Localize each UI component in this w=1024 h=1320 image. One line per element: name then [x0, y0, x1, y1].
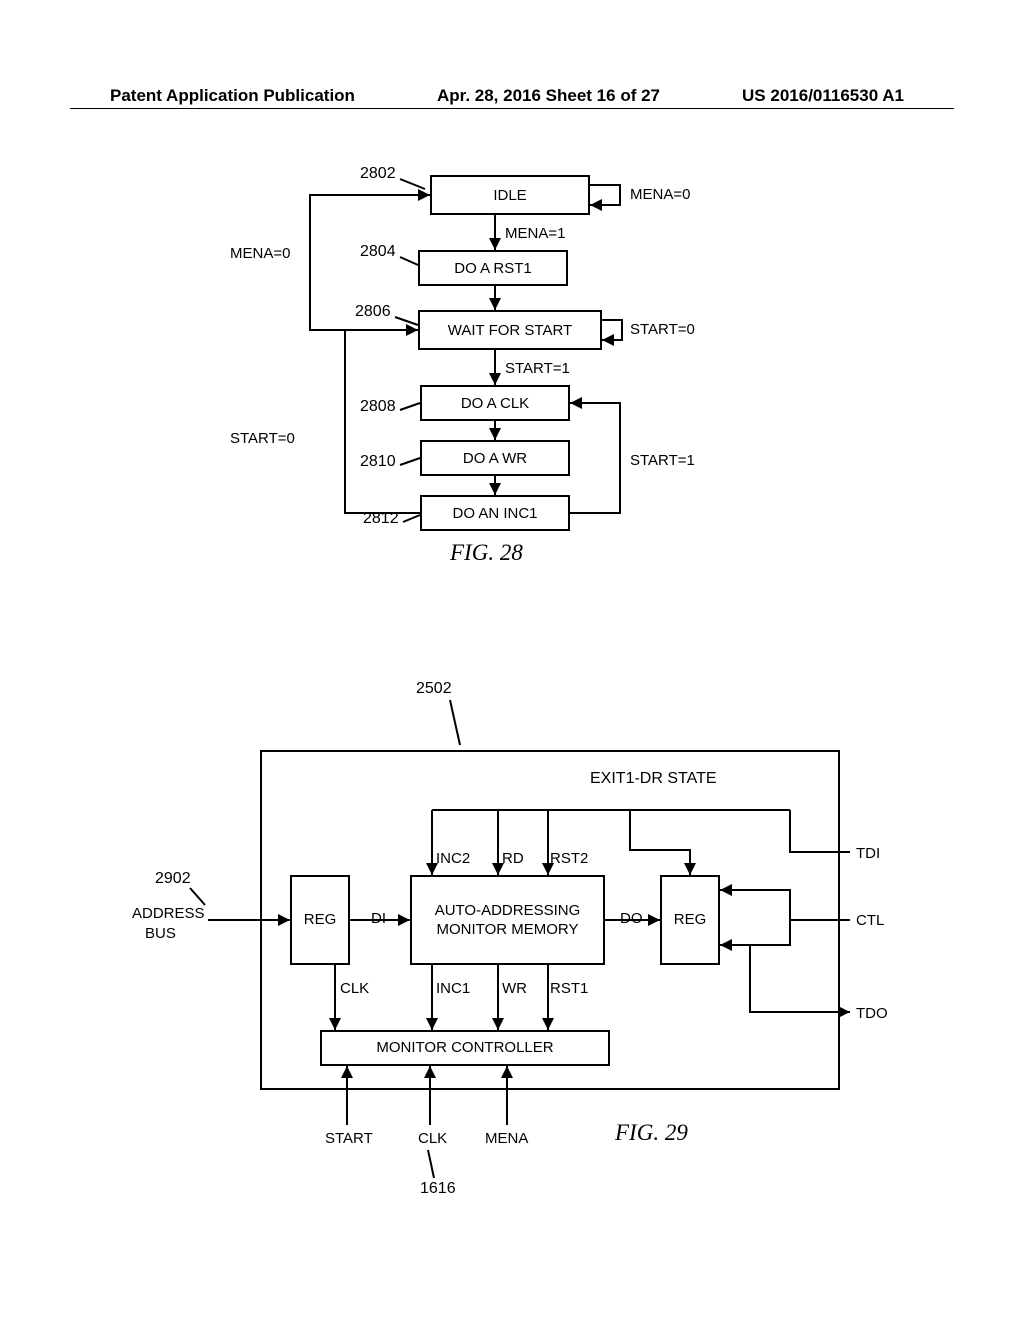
label-rst2: RST2: [550, 850, 588, 867]
figure-29: REG AUTO-ADDRESSING MONITOR MEMORY REG M…: [150, 680, 880, 1220]
label-mena: MENA: [485, 1130, 528, 1147]
label-bus: BUS: [145, 925, 176, 942]
label-start1-mid: START=1: [505, 360, 570, 377]
ref-2806: 2806: [355, 303, 391, 321]
label-address: ADDRESS: [132, 905, 205, 922]
label-start: START: [325, 1130, 373, 1147]
label-rd: RD: [502, 850, 524, 867]
ref-2902: 2902: [155, 870, 191, 888]
label-tdo: TDO: [856, 1005, 888, 1022]
block-memory: AUTO-ADDRESSING MONITOR MEMORY: [410, 875, 605, 965]
label-wr: WR: [502, 980, 527, 997]
label-di: DI: [371, 910, 386, 927]
ref-1616: 1616: [420, 1180, 456, 1198]
label-exit1dr: EXIT1-DR STATE: [590, 770, 717, 788]
label-do: DO: [620, 910, 643, 927]
block-controller: MONITOR CONTROLLER: [320, 1030, 610, 1066]
label-inc1: INC1: [436, 980, 470, 997]
ref-2810: 2810: [360, 453, 396, 471]
ref-2808: 2808: [360, 398, 396, 416]
header-left: Patent Application Publication: [110, 86, 355, 106]
ref-2812: 2812: [363, 510, 399, 528]
label-start0-left: START=0: [230, 430, 295, 447]
header-rule: [70, 108, 954, 109]
label-clk-below: CLK: [340, 980, 369, 997]
state-wait: WAIT FOR START: [418, 310, 602, 350]
fig28-caption: FIG. 28: [450, 540, 523, 566]
label-start1-right: START=1: [630, 452, 695, 469]
label-tdi: TDI: [856, 845, 880, 862]
label-mena0-top: MENA=0: [630, 186, 690, 203]
header-center: Apr. 28, 2016 Sheet 16 of 27: [437, 86, 660, 106]
label-mena1: MENA=1: [505, 225, 565, 242]
state-rst1: DO A RST1: [418, 250, 568, 286]
label-inc2: INC2: [436, 850, 470, 867]
label-rst1: RST1: [550, 980, 588, 997]
page-header: Patent Application Publication Apr. 28, …: [0, 86, 1024, 106]
label-clk-in: CLK: [418, 1130, 447, 1147]
block-reg-right: REG: [660, 875, 720, 965]
label-start0-right: START=0: [630, 321, 695, 338]
ref-2802: 2802: [360, 165, 396, 183]
ref-2502: 2502: [416, 680, 452, 698]
fig29-caption: FIG. 29: [615, 1120, 688, 1146]
header-right: US 2016/0116530 A1: [742, 86, 904, 106]
figure-28: IDLE DO A RST1 WAIT FOR START DO A CLK D…: [260, 165, 780, 585]
state-idle: IDLE: [430, 175, 590, 215]
label-ctl: CTL: [856, 912, 884, 929]
block-reg-left: REG: [290, 875, 350, 965]
state-wr: DO A WR: [420, 440, 570, 476]
state-inc1: DO AN INC1: [420, 495, 570, 531]
ref-2804: 2804: [360, 243, 396, 261]
label-mena0-left: MENA=0: [230, 245, 290, 262]
state-clk: DO A CLK: [420, 385, 570, 421]
